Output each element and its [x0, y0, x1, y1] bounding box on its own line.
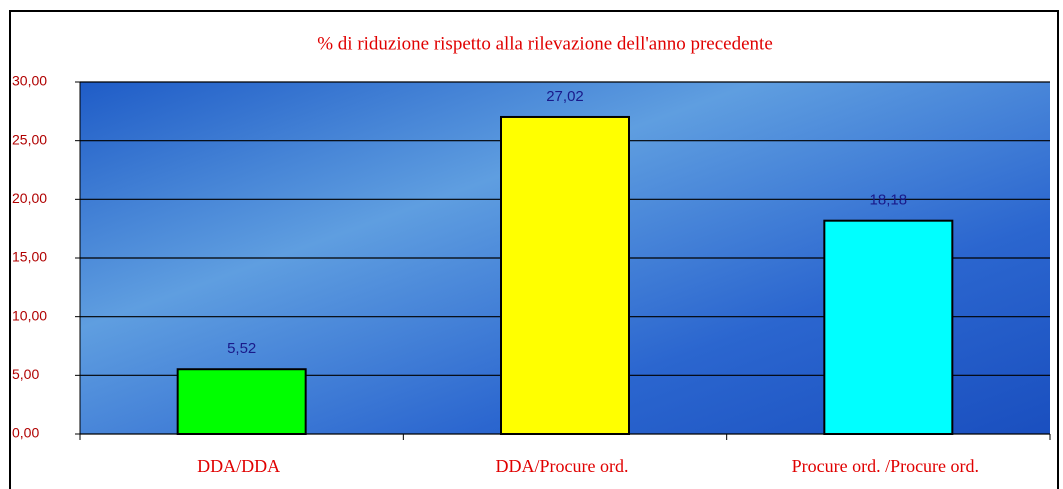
y-tick-label: 25,00	[12, 131, 47, 147]
y-tick-label: 20,00	[12, 190, 47, 206]
bar	[823, 219, 954, 435]
data-label: 18,18	[870, 192, 908, 209]
x-tick-label: DDA/Procure ord.	[496, 456, 629, 476]
y-tick-label: 10,00	[12, 307, 47, 323]
bar	[500, 115, 630, 435]
y-tick-label: 15,00	[12, 249, 47, 265]
x-tick-label: Procure ord. /Procure ord.	[792, 456, 979, 476]
data-label: 5,52	[227, 340, 256, 357]
bar	[176, 368, 307, 435]
data-label: 27,02	[546, 88, 584, 105]
x-tick-label: DDA/DDA	[197, 456, 280, 476]
chart-border	[9, 10, 1059, 489]
chart-title: % di riduzione rispetto alla rilevazione…	[317, 33, 773, 54]
y-tick-label: 5,00	[12, 366, 39, 382]
y-tick-label: 0,00	[12, 425, 39, 441]
y-tick-label: 30,00	[12, 73, 47, 89]
